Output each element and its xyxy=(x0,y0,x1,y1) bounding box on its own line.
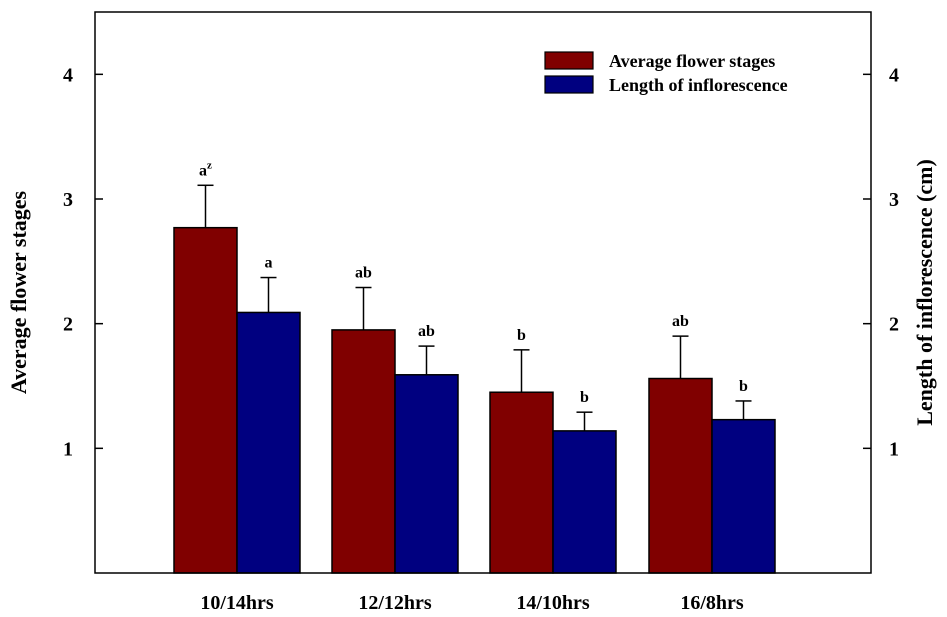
significance-label-1-2: b xyxy=(580,389,589,406)
y-tick-label: 3 xyxy=(63,189,73,211)
x-axis: 10/14hrs 12/12hrs 14/10hrs 16/8hrs xyxy=(200,592,744,614)
x-tick-label: 14/10hrs xyxy=(516,592,590,614)
bar-inflorescence-length-3 xyxy=(711,418,776,574)
y2-tick-label: 3 xyxy=(889,189,899,211)
bar-inflorescence-length-1 xyxy=(394,374,459,574)
bar-inflorescence-length-0 xyxy=(236,311,301,574)
legend-label-0: Average flower stages xyxy=(609,51,775,71)
bar-inflorescence-length-2 xyxy=(552,430,617,574)
legend-swatch-1 xyxy=(544,75,594,94)
bar-flower-stages-0 xyxy=(173,226,238,574)
significance-label-1-0: a xyxy=(265,255,273,272)
legend: Average flower stages Length of infloresc… xyxy=(544,51,788,95)
bars-layer xyxy=(173,226,776,574)
significance-label-1-3: b xyxy=(739,378,748,395)
y-tick-label: 2 xyxy=(63,314,73,336)
left-y-axis: 1 2 3 4 xyxy=(63,64,103,460)
x-tick-label: 10/14hrs xyxy=(200,592,274,614)
significance-label-0-2: b xyxy=(517,327,526,344)
significance-label-0-1: ab xyxy=(355,265,372,282)
y-axis-title: Average flower stages xyxy=(6,190,31,394)
bar-flower-stages-1 xyxy=(331,329,396,574)
y-tick-label: 4 xyxy=(63,64,73,86)
y2-tick-label: 2 xyxy=(889,314,899,336)
error-bars-layer xyxy=(197,184,752,431)
significance-superscript: z xyxy=(207,159,212,171)
bar-flower-stages-3 xyxy=(648,377,713,574)
y2-tick-label: 4 xyxy=(889,64,899,86)
y-tick-label: 1 xyxy=(63,438,73,460)
x-tick-label: 12/12hrs xyxy=(358,592,432,614)
significance-label-1-1: ab xyxy=(418,323,435,340)
bar-flower-stages-2 xyxy=(489,391,554,574)
significance-label-0-3: ab xyxy=(672,313,689,330)
legend-swatch-0 xyxy=(544,51,594,70)
legend-label-1: Length of inflorescence xyxy=(609,75,788,95)
significance-label-0-0: az xyxy=(199,159,212,179)
right-y-axis: 1 2 3 4 xyxy=(863,64,899,460)
x-tick-label: 16/8hrs xyxy=(680,592,744,614)
plot-frame xyxy=(94,11,872,574)
secondary-y-axis-title: Length of inflorescence (cm) xyxy=(912,159,937,426)
y2-tick-label: 1 xyxy=(889,438,899,460)
